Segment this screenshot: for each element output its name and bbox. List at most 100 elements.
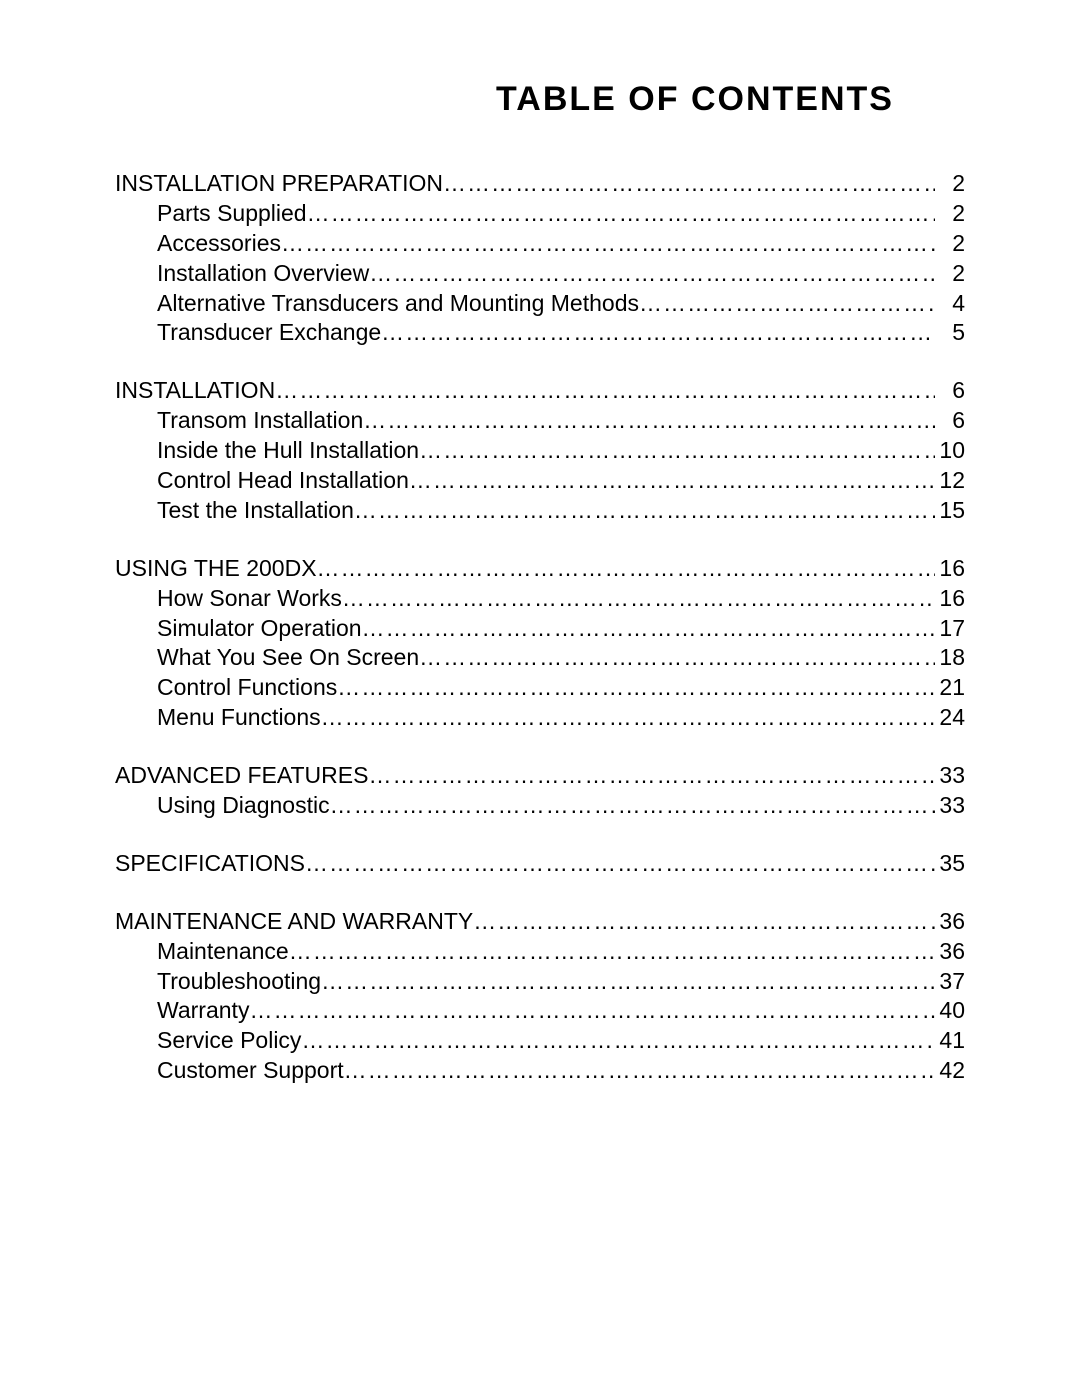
toc-leader-dots [305, 849, 935, 879]
toc-item-label: Accessories [157, 229, 281, 259]
toc-item: Control Head Installation12 [115, 466, 965, 496]
toc-leader-dots [321, 967, 935, 997]
toc-leader-dots [409, 466, 935, 496]
toc-item-label: How Sonar Works [157, 584, 342, 614]
toc-heading-label: ADVANCED FEATURES [115, 761, 368, 791]
toc-item-page: 33 [935, 791, 965, 821]
toc-item: Using Diagnostic 33 [115, 791, 965, 821]
toc-item-page: 36 [935, 937, 965, 967]
toc-heading-label: INSTALLATION PREPARATION [115, 169, 443, 199]
toc-leader-dots [354, 496, 935, 526]
toc-item-label: Test the Installation [157, 496, 354, 526]
toc-item: Alternative Transducers and Mounting Met… [115, 289, 965, 319]
toc-item-label: Menu Functions [157, 703, 321, 733]
toc-item-page: 12 [935, 466, 965, 496]
toc-leader-dots [419, 436, 935, 466]
toc-leader-dots [307, 199, 935, 229]
toc-item-page: 21 [935, 673, 965, 703]
toc-heading-label: SPECIFICATIONS [115, 849, 305, 879]
toc-item: Control Functions 21 [115, 673, 965, 703]
toc-item: Warranty 40 [115, 996, 965, 1026]
toc-leader-dots [369, 259, 935, 289]
toc-item-label: Using Diagnostic [157, 791, 330, 821]
toc-leader-dots [362, 614, 935, 644]
toc-section: INSTALLATION6Transom Installation6Inside… [115, 376, 965, 525]
toc-heading-page: 33 [935, 761, 965, 791]
toc-section-heading: MAINTENANCE AND WARRANTY 36 [115, 907, 965, 937]
toc-item-label: Customer Support [157, 1056, 344, 1086]
toc-section: USING THE 200DX16How Sonar Works16Simula… [115, 554, 965, 733]
toc-leader-dots [344, 1056, 935, 1086]
toc-item-page: 16 [935, 584, 965, 614]
toc-item: Transom Installation 6 [115, 406, 965, 436]
table-of-contents: INSTALLATION PREPARATION 2 Parts Supplied 2… [115, 169, 965, 1086]
toc-leader-dots [368, 761, 935, 791]
toc-item-page: 37 [935, 967, 965, 997]
toc-item-label: What You See On Screen [157, 643, 419, 673]
toc-item-label: Transducer Exchange [157, 318, 381, 348]
toc-item: Maintenance 36 [115, 937, 965, 967]
toc-item-page: 10 [935, 436, 965, 466]
toc-leader-dots [342, 584, 935, 614]
toc-heading-label: MAINTENANCE AND WARRANTY [115, 907, 473, 937]
toc-item-page: 17 [935, 614, 965, 644]
toc-leader-dots [289, 937, 935, 967]
toc-leader-dots [363, 406, 935, 436]
toc-section: SPECIFICATIONS 35 [115, 849, 965, 879]
toc-item-label: Installation Overview [157, 259, 369, 289]
toc-item: Troubleshooting 37 [115, 967, 965, 997]
toc-item: Accessories 2 [115, 229, 965, 259]
toc-item-label: Simulator Operation [157, 614, 362, 644]
toc-item-page: 42 [935, 1056, 965, 1086]
toc-leader-dots [281, 229, 935, 259]
toc-item: Menu Functions24 [115, 703, 965, 733]
toc-item: Transducer Exchange5 [115, 318, 965, 348]
toc-item-label: Service Policy [157, 1026, 301, 1056]
toc-item-page: 2 [935, 259, 965, 289]
toc-item-page: 15 [935, 496, 965, 526]
toc-item-page: 4 [935, 289, 965, 319]
toc-item: How Sonar Works 16 [115, 584, 965, 614]
toc-item-label: Inside the Hull Installation [157, 436, 419, 466]
toc-leader-dots [249, 996, 935, 1026]
toc-section-heading: INSTALLATION PREPARATION 2 [115, 169, 965, 199]
toc-leader-dots [321, 703, 935, 733]
toc-heading-page: 2 [935, 169, 965, 199]
toc-item-label: Warranty [157, 996, 249, 1026]
toc-item: What You See On Screen18 [115, 643, 965, 673]
toc-heading-label: USING THE 200DX [115, 554, 317, 584]
toc-heading-page: 16 [935, 554, 965, 584]
toc-section-heading: SPECIFICATIONS 35 [115, 849, 965, 879]
toc-item-page: 2 [935, 199, 965, 229]
toc-item-label: Troubleshooting [157, 967, 321, 997]
toc-item-page: 40 [935, 996, 965, 1026]
toc-leader-dots [301, 1026, 935, 1056]
toc-section-heading: ADVANCED FEATURES 33 [115, 761, 965, 791]
toc-item-label: Transom Installation [157, 406, 363, 436]
toc-leader-dots [275, 376, 935, 406]
toc-leader-dots [381, 318, 935, 348]
toc-item-label: Control Functions [157, 673, 337, 703]
toc-item-page: 6 [935, 406, 965, 436]
toc-section: MAINTENANCE AND WARRANTY36Maintenance36T… [115, 907, 965, 1086]
toc-leader-dots [337, 673, 935, 703]
toc-leader-dots [317, 554, 935, 584]
toc-item-label: Alternative Transducers and Mounting Met… [157, 289, 639, 319]
toc-heading-label: INSTALLATION [115, 376, 275, 406]
toc-leader-dots [639, 289, 935, 319]
toc-item-label: Parts Supplied [157, 199, 307, 229]
toc-item-page: 2 [935, 229, 965, 259]
toc-leader-dots [419, 643, 935, 673]
toc-item: Inside the Hull Installation 10 [115, 436, 965, 466]
toc-item: Service Policy41 [115, 1026, 965, 1056]
toc-item: Customer Support 42 [115, 1056, 965, 1086]
toc-leader-dots [443, 169, 935, 199]
toc-heading-page: 35 [935, 849, 965, 879]
toc-item-label: Maintenance [157, 937, 289, 967]
toc-item: Simulator Operation 17 [115, 614, 965, 644]
toc-section: INSTALLATION PREPARATION 2 Parts Supplied 2… [115, 169, 965, 348]
page-title: TABLE OF CONTENTS [425, 80, 965, 119]
toc-heading-page: 6 [935, 376, 965, 406]
toc-heading-page: 36 [935, 907, 965, 937]
toc-leader-dots [330, 791, 935, 821]
